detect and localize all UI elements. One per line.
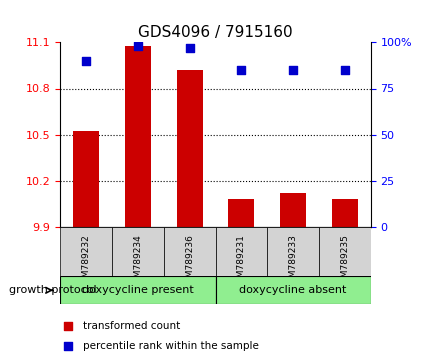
Text: percentile rank within the sample: percentile rank within the sample xyxy=(83,341,258,350)
FancyBboxPatch shape xyxy=(215,227,267,276)
Bar xyxy=(228,199,254,227)
FancyBboxPatch shape xyxy=(60,227,112,276)
Bar xyxy=(125,46,150,227)
Point xyxy=(83,58,89,64)
Point xyxy=(134,43,141,49)
FancyBboxPatch shape xyxy=(318,227,370,276)
Text: GSM789233: GSM789233 xyxy=(288,234,297,289)
Text: growth protocol: growth protocol xyxy=(9,285,96,295)
Text: transformed count: transformed count xyxy=(83,321,179,331)
FancyBboxPatch shape xyxy=(267,227,318,276)
FancyBboxPatch shape xyxy=(112,227,163,276)
Point xyxy=(289,67,296,73)
Text: GDS4096 / 7915160: GDS4096 / 7915160 xyxy=(138,25,292,40)
Point xyxy=(186,45,193,51)
Bar xyxy=(280,193,305,227)
Text: GSM789231: GSM789231 xyxy=(237,234,245,289)
FancyBboxPatch shape xyxy=(215,276,370,304)
Bar xyxy=(73,131,99,227)
Text: GSM789232: GSM789232 xyxy=(82,234,90,289)
Text: GSM789234: GSM789234 xyxy=(133,234,142,289)
Bar xyxy=(176,70,202,227)
FancyBboxPatch shape xyxy=(60,276,215,304)
Text: GSM789236: GSM789236 xyxy=(185,234,194,289)
Point xyxy=(309,253,316,258)
Bar xyxy=(331,199,357,227)
FancyBboxPatch shape xyxy=(163,227,215,276)
Text: doxycycline absent: doxycycline absent xyxy=(239,285,346,295)
Text: GSM789235: GSM789235 xyxy=(340,234,348,289)
Text: doxycycline present: doxycycline present xyxy=(82,285,194,295)
Point xyxy=(309,79,316,85)
Point xyxy=(237,67,244,73)
Point xyxy=(341,67,347,73)
